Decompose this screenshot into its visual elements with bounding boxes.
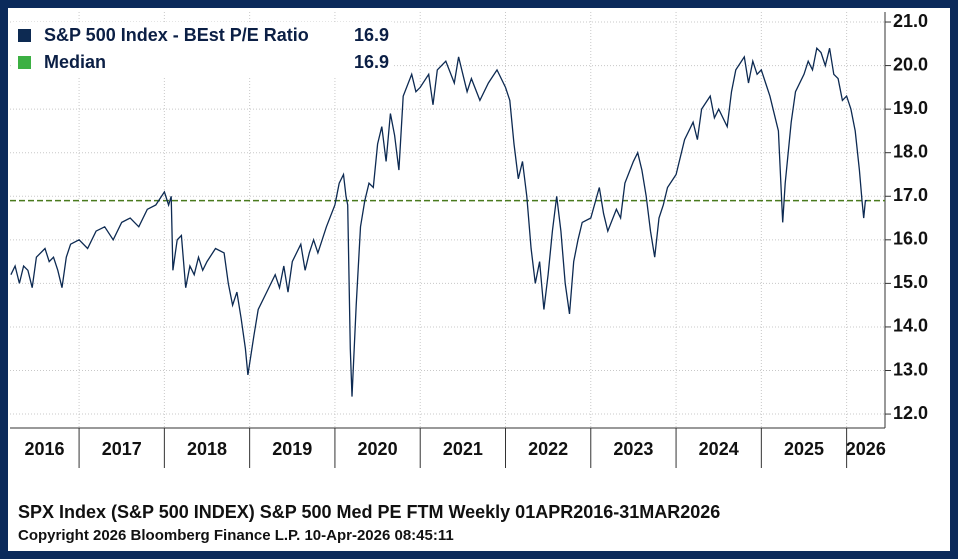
x-tick-label: 2016 <box>25 439 65 459</box>
y-tick-label: 19.0 <box>893 98 928 118</box>
y-tick-label: 15.0 <box>893 272 928 292</box>
legend-value: 16.9 <box>354 52 389 72</box>
footer: SPX Index (S&P 500 INDEX) S&P 500 Med PE… <box>18 502 720 522</box>
y-tick-label: 18.0 <box>893 141 928 161</box>
legend-swatch <box>18 29 31 42</box>
y-tick-label: 20.0 <box>893 54 928 74</box>
legend: S&P 500 Index - BEst P/E Ratio 16.9 Median… <box>12 22 394 78</box>
x-tick-label: 2020 <box>358 439 398 459</box>
legend-label: S&P 500 Index - BEst P/E Ratio <box>44 25 309 45</box>
series-line <box>10 46 868 397</box>
x-tick-label: 2022 <box>528 439 568 459</box>
legend-label: Median <box>44 52 106 72</box>
legend-swatch <box>18 56 31 69</box>
x-tick-label: 2017 <box>102 439 142 459</box>
x-tick-label: 2024 <box>699 439 739 459</box>
y-tick-label: 14.0 <box>893 316 928 336</box>
x-tick-label: 2021 <box>443 439 483 459</box>
y-tick-label: 13.0 <box>893 359 928 379</box>
y-tick-label: 16.0 <box>893 229 928 249</box>
legend-bg <box>12 22 394 78</box>
plot: 12.0 13.0 14.0 15.0 16.0 17.0 18.0 19.0 20.0 21.0… <box>10 11 928 468</box>
y-tick-label: 17.0 <box>893 185 928 205</box>
panel <box>8 8 950 551</box>
legend-value: 16.9 <box>354 25 389 45</box>
x-tick-label: 2019 <box>272 439 312 459</box>
x-tick-label: 2025 <box>784 439 824 459</box>
y-tick-label: 12.0 <box>893 403 928 423</box>
x-tick-label: 2023 <box>613 439 653 459</box>
x-tick-label: 2026 <box>846 439 886 459</box>
y-tick-label: 21.0 <box>893 11 928 31</box>
x-tick-label: 2018 <box>187 439 227 459</box>
copyright: Copyright 2026 Bloomberg Finance L.P. 10… <box>18 527 454 544</box>
